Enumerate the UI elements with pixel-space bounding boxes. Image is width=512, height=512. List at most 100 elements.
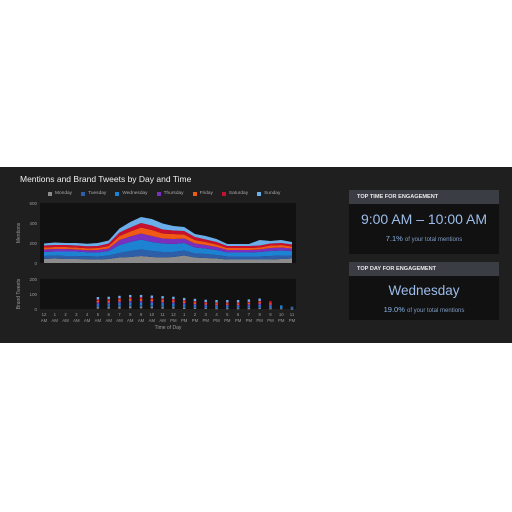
area-series-tuesday (44, 249, 292, 260)
scatter-point-sunday (193, 298, 197, 302)
scatter-point-tuesday (204, 305, 207, 309)
top-time-heading: TOP TIME FOR ENGAGEMENT (349, 190, 499, 204)
dashboard-panel: Mentions and Brand Tweets by Day and Tim… (0, 167, 512, 343)
x-tick-label: AM (95, 318, 102, 323)
scatter-point-thursday (150, 300, 154, 303)
scatter-point-tuesday (290, 306, 294, 309)
scatter-point-thursday (107, 301, 110, 304)
x-tick-label: 3 (205, 312, 208, 317)
scatter-point-wednesday (204, 304, 207, 307)
scatter-point-saturday (215, 301, 218, 304)
x-tick-label: 8 (258, 312, 261, 317)
scatter-point-monday (150, 306, 154, 309)
scatter-point-tuesday (129, 304, 132, 307)
scatter-point-thursday (247, 303, 251, 306)
top-day-heading: TOP DAY FOR ENGAGEMENT (349, 262, 499, 276)
x-tick-label: PM (224, 318, 231, 323)
scatter-point-friday (193, 301, 197, 304)
scatter-point-monday (107, 306, 110, 309)
x-tick-label: AM (52, 318, 59, 323)
legend-item-tuesday[interactable]: Tuesday (81, 191, 106, 196)
x-tick-label: 7 (248, 312, 251, 317)
scatter-point-sunday (150, 295, 154, 298)
scatter-point-wednesday (107, 303, 110, 306)
y-tick-label: 100 (29, 292, 37, 297)
x-tick-label: AM (116, 318, 123, 323)
x-tick-label: 5 (226, 312, 229, 317)
x-tick-label: PM (246, 318, 253, 323)
legend-label: Saturday (228, 191, 249, 196)
x-tick-label: PM (192, 318, 199, 323)
x-tick-label: 2 (64, 312, 67, 317)
scatter-point-tuesday (118, 304, 121, 307)
y-tick-label: 0 (34, 261, 37, 266)
scatter-point-thursday (129, 300, 132, 303)
x-tick-label: 1 (183, 312, 186, 317)
y-axis-label-mentions: Mentions (16, 222, 22, 243)
legend-item-wednesday[interactable]: Wednesday (115, 191, 148, 196)
x-tick-label: AM (105, 318, 112, 323)
scatter-point-wednesday (129, 302, 132, 305)
x-tick-label: AM (73, 318, 80, 323)
legend-swatch (257, 191, 262, 196)
legend-swatch (156, 191, 161, 196)
legend-label: Friday (199, 191, 213, 196)
x-tick-label: PM (289, 318, 296, 323)
scatter-point-tuesday (182, 305, 186, 308)
area-series-friday (44, 227, 292, 251)
legend-label: Monday (55, 191, 73, 196)
scatter-point-tuesday (215, 306, 218, 309)
scatter-point-sunday (96, 297, 100, 300)
x-tick-label: 6 (237, 312, 240, 317)
scatter-point-thursday (182, 302, 186, 305)
top-day-subtext: 19.0% of your total mentions (349, 305, 499, 314)
y-tick-label: 400 (29, 221, 37, 226)
x-tick-label: AM (138, 318, 145, 323)
scatter-point-monday (129, 306, 132, 309)
legend-swatch (81, 191, 86, 196)
scatter-point-saturday (118, 297, 121, 300)
scatter-point-wednesday (269, 304, 272, 308)
scatter-point-friday (150, 298, 154, 302)
legend-item-saturday[interactable]: Saturday (221, 191, 249, 196)
x-tick-label: PM (181, 318, 188, 323)
x-tick-label: 6 (108, 312, 111, 317)
x-tick-label: 9 (269, 312, 272, 317)
chart-legend: Monday Tuesday Wednesday Thursday Friday… (48, 191, 280, 196)
scatter-point-wednesday (96, 303, 100, 306)
scatter-point-sunday (172, 296, 175, 300)
x-tick-label: 12 (171, 312, 176, 317)
x-tick-label: AM (149, 318, 156, 323)
scatter-point-sunday (182, 297, 186, 301)
scatter-point-wednesday (150, 302, 154, 306)
scatter-point-tuesday (150, 304, 154, 307)
x-tick-label: 11 (160, 312, 165, 317)
top-time-percent: 7.1% (385, 234, 403, 243)
scatter-point-wednesday (193, 304, 197, 307)
legend-label: Wednesday (122, 191, 148, 196)
scatter-point-saturday (139, 296, 143, 300)
scatter-point-tuesday (161, 304, 164, 308)
scatter-point-sunday (247, 299, 251, 302)
legend-item-thursday[interactable]: Thursday (156, 191, 184, 196)
scatter-point-saturday (226, 301, 229, 304)
legend-item-sunday[interactable]: Sunday (257, 191, 280, 196)
scatter-point-saturday (107, 298, 110, 301)
legend-swatch (48, 191, 52, 196)
area-series-sunday (44, 217, 292, 247)
scatter-point-thursday (258, 302, 261, 306)
scatter-point-thursday (96, 301, 100, 305)
scatter-point-friday (258, 301, 261, 304)
area-series-thursday (44, 233, 292, 253)
x-tick-label: 4 (86, 312, 89, 317)
scatter-point-tuesday (172, 304, 175, 308)
scatter-point-wednesday (247, 304, 251, 307)
y-tick-label: 200 (29, 241, 37, 246)
y-tick-label: 200 (29, 277, 37, 282)
legend-item-friday[interactable]: Friday (192, 191, 213, 196)
scatter-point-sunday (118, 295, 121, 299)
scatter-point-thursday (172, 301, 175, 304)
scatter-point-tuesday (139, 304, 143, 307)
legend-item-monday[interactable]: Monday (48, 191, 72, 196)
x-tick-label: AM (159, 318, 166, 323)
